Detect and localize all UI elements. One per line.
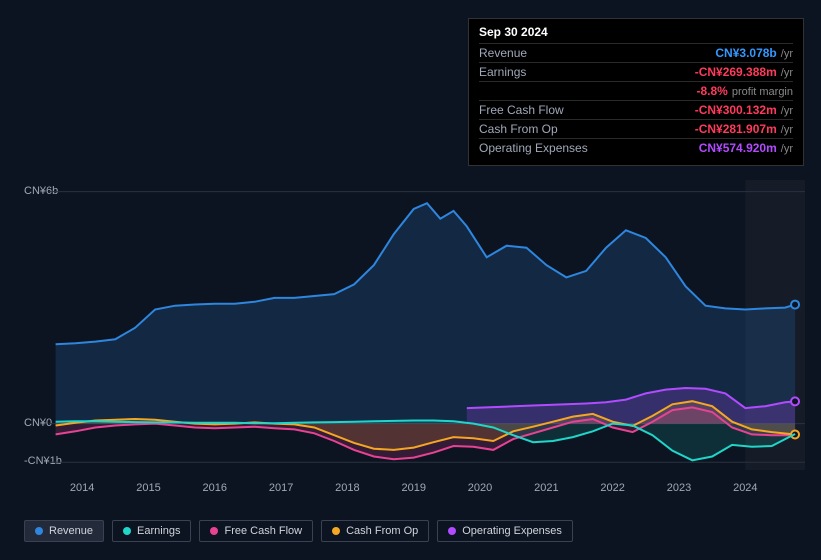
legend-item[interactable]: Cash From Op bbox=[321, 520, 429, 542]
tooltip-row: Earnings -CN¥269.388m/yr bbox=[479, 62, 793, 81]
tooltip-row: Cash From Op -CN¥281.907m/yr bbox=[479, 119, 793, 138]
tooltip-metric-value: CN¥3.078b bbox=[715, 46, 776, 60]
x-axis-label: 2021 bbox=[534, 482, 558, 494]
legend-label: Cash From Op bbox=[346, 525, 418, 537]
x-axis-label: 2014 bbox=[70, 482, 94, 494]
tooltip-metric-value: -CN¥300.132m bbox=[695, 103, 777, 117]
x-axis-label: 2022 bbox=[600, 482, 624, 494]
chart-tooltip: Sep 30 2024 Revenue CN¥3.078b/yr Earnings -… bbox=[468, 18, 804, 166]
legend-label: Earnings bbox=[137, 525, 180, 537]
tooltip-metric-label: Operating Expenses bbox=[479, 141, 588, 155]
legend-item[interactable]: Earnings bbox=[112, 520, 191, 542]
legend-color-dot bbox=[123, 527, 131, 535]
tooltip-metric-value: -CN¥281.907m bbox=[695, 122, 777, 136]
tooltip-metric-label: Cash From Op bbox=[479, 122, 558, 136]
x-axis-label: 2017 bbox=[269, 482, 293, 494]
tooltip-metric-suffix: /yr bbox=[781, 48, 793, 60]
tooltip-row: -8.8% profit margin bbox=[479, 81, 793, 100]
y-axis-label: CN¥0 bbox=[24, 417, 52, 429]
series-end-marker bbox=[791, 301, 799, 309]
legend-color-dot bbox=[332, 527, 340, 535]
chart-legend: Revenue Earnings Free Cash Flow Cash From O… bbox=[24, 520, 573, 542]
legend-item[interactable]: Revenue bbox=[24, 520, 104, 542]
tooltip-metric-value: -CN¥269.388m bbox=[695, 65, 777, 79]
tooltip-metric-value: CN¥574.920m bbox=[699, 141, 777, 155]
x-axis: 2014 2015 2016 2017 2018 2019 2020 2021 2022 2023… bbox=[49, 482, 805, 502]
tooltip-metric-value: -8.8% bbox=[697, 84, 728, 98]
legend-color-dot bbox=[210, 527, 218, 535]
tooltip-metric-suffix: /yr bbox=[781, 124, 793, 136]
tooltip-metric-suffix: /yr bbox=[781, 143, 793, 155]
tooltip-metric-label: Free Cash Flow bbox=[479, 103, 564, 117]
x-axis-label: 2016 bbox=[203, 482, 227, 494]
legend-label: Operating Expenses bbox=[462, 525, 562, 537]
x-axis-label: 2015 bbox=[136, 482, 160, 494]
legend-color-dot bbox=[448, 527, 456, 535]
legend-item[interactable]: Operating Expenses bbox=[437, 520, 573, 542]
legend-color-dot bbox=[35, 527, 43, 535]
tooltip-metric-label: Revenue bbox=[479, 46, 527, 60]
series-end-marker bbox=[791, 397, 799, 405]
tooltip-row: Revenue CN¥3.078b/yr bbox=[479, 43, 793, 62]
x-axis-label: 2019 bbox=[401, 482, 425, 494]
x-axis-label: 2023 bbox=[667, 482, 691, 494]
tooltip-row: Free Cash Flow -CN¥300.132m/yr bbox=[479, 100, 793, 119]
chart-plot bbox=[49, 180, 805, 470]
tooltip-metric-suffix: /yr bbox=[781, 67, 793, 79]
legend-item[interactable]: Free Cash Flow bbox=[199, 520, 313, 542]
tooltip-metric-suffix: /yr bbox=[781, 105, 793, 117]
x-axis-label: 2018 bbox=[335, 482, 359, 494]
legend-label: Free Cash Flow bbox=[224, 525, 302, 537]
x-axis-label: 2020 bbox=[468, 482, 492, 494]
tooltip-metric-label: Earnings bbox=[479, 65, 526, 79]
tooltip-row: Operating Expenses CN¥574.920m/yr bbox=[479, 138, 793, 157]
legend-label: Revenue bbox=[49, 525, 93, 537]
tooltip-date: Sep 30 2024 bbox=[479, 25, 793, 39]
tooltip-metric-suffix: profit margin bbox=[732, 86, 793, 98]
x-axis-label: 2024 bbox=[733, 482, 757, 494]
